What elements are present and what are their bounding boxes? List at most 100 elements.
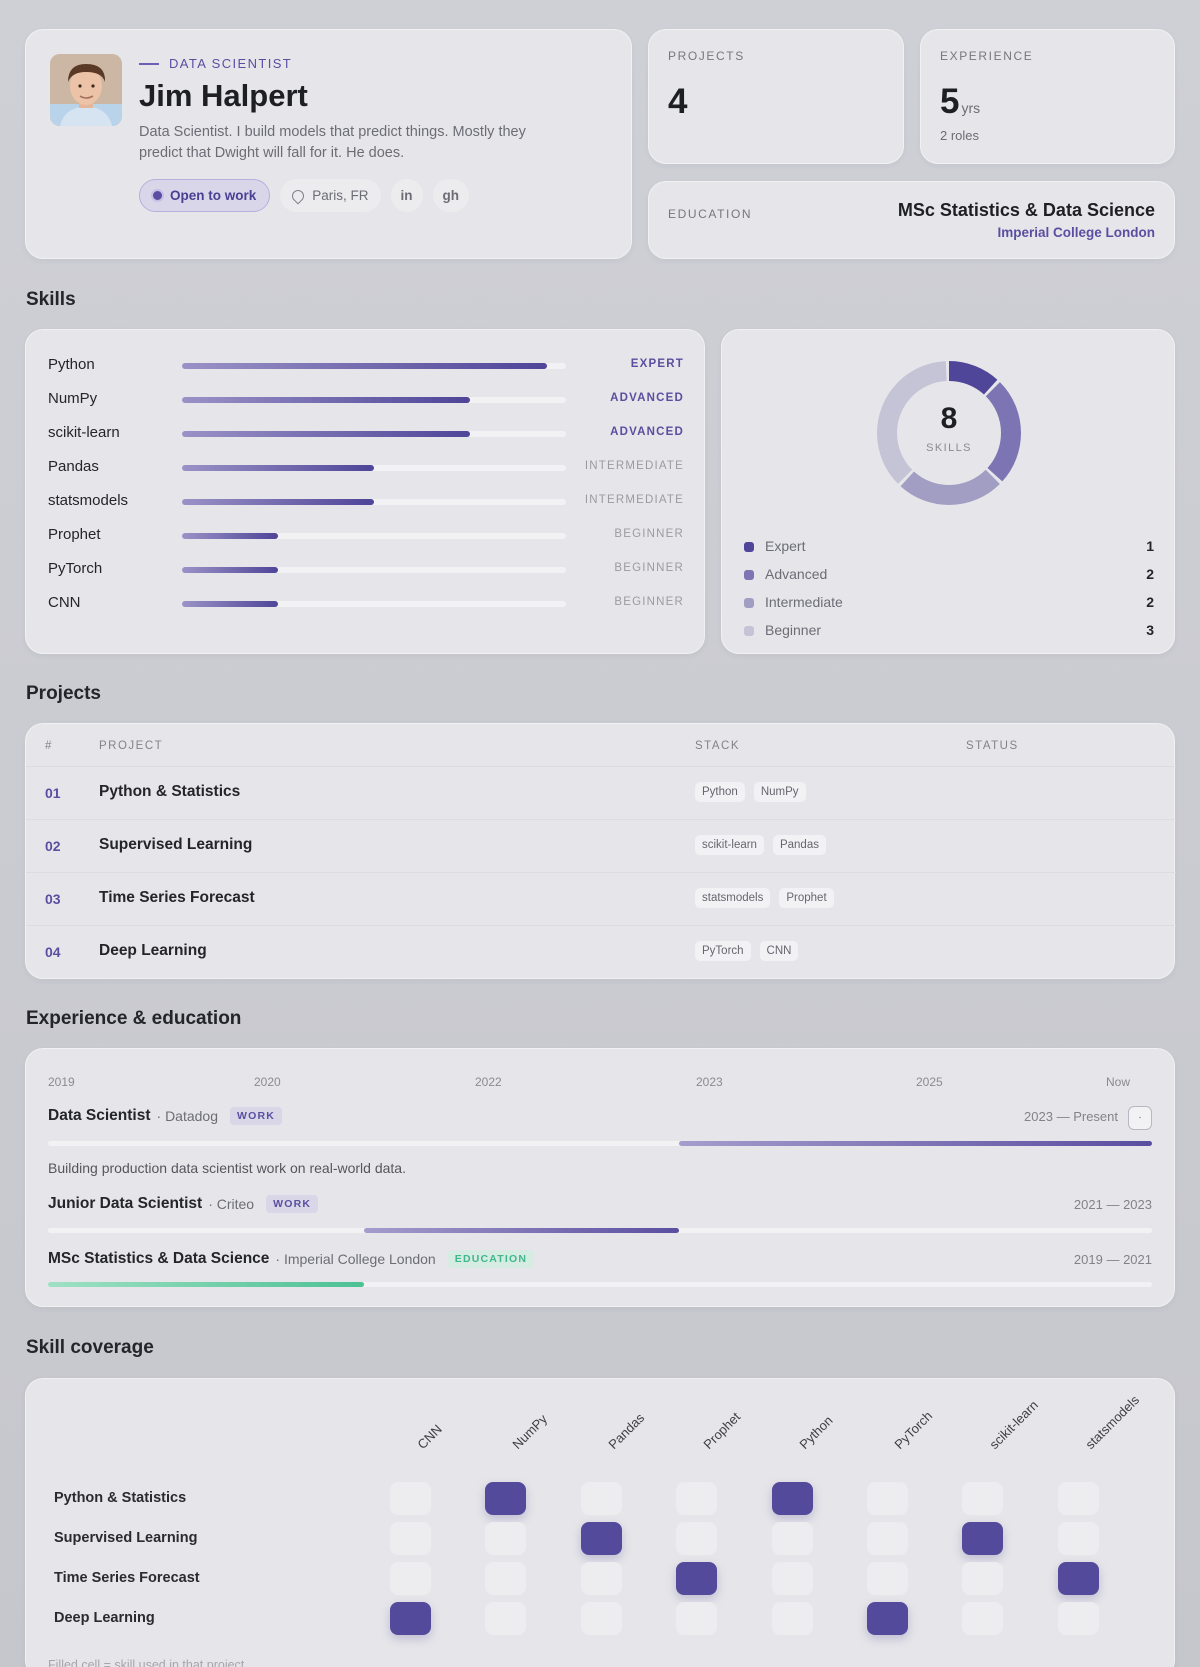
entry-organization: · Imperial College London (275, 1251, 436, 1267)
table-row[interactable]: 04 Deep Learning PyTorch CNN (26, 925, 1176, 978)
project-number: 02 (45, 838, 61, 854)
projects-stat-label: PROJECTS (668, 49, 745, 63)
skill-coverage-matrix: CNN NumPy Pandas Prophet Python PyTorch scikit… (25, 1378, 1175, 1667)
stack-tag: Prophet (779, 888, 834, 908)
coverage-note: Filled cell = skill used in that project (48, 1658, 245, 1667)
coverage-column-label: Python (795, 1412, 836, 1452)
project-stack: scikit-learn Pandas (695, 835, 826, 855)
entry-organization: · Datadog (156, 1108, 218, 1124)
skill-name: NumPy (48, 390, 98, 407)
legend-swatch (744, 598, 754, 608)
open-to-work-badge[interactable]: Open to work (139, 179, 271, 212)
legend-label: Intermediate (765, 594, 843, 610)
coverage-cell-empty (962, 1562, 1004, 1595)
coverage-row-label: Time Series Forecast (54, 1570, 200, 1586)
skill-name: CNN (48, 594, 81, 611)
skill-name: Python (48, 356, 95, 373)
role-dash (139, 62, 159, 65)
timeline-entry-header: Junior Data Scientist · Criteo WORK (48, 1195, 319, 1213)
github-link[interactable]: gh (432, 179, 470, 212)
entry-organization: · Criteo (208, 1196, 255, 1212)
coverage-column-label: CNN (414, 1421, 445, 1452)
profile-pills: Open to work Paris, FR in gh (139, 179, 470, 212)
entry-timeline-track (48, 1282, 1152, 1287)
legend-swatch (744, 542, 754, 552)
project-name[interactable]: Deep Learning (99, 942, 207, 959)
coverage-column-label: Pandas (605, 1410, 647, 1452)
coverage-cell-filled (390, 1602, 431, 1635)
coverage-cell-empty (676, 1522, 718, 1555)
stack-tag: CNN (759, 941, 799, 961)
timeline-year: 2025 (916, 1075, 943, 1089)
skill-level: BEGINNER (614, 596, 684, 608)
legend-count: 2 (1146, 594, 1154, 610)
legend-item: Beginner 3 (744, 622, 1154, 640)
project-number: 03 (45, 891, 61, 907)
skill-level: ADVANCED (610, 426, 684, 438)
table-row[interactable]: 02 Supervised Learning scikit-learn Pandas (26, 819, 1176, 872)
experience-heading: Experience & education (26, 1008, 242, 1029)
table-row[interactable]: 01 Python & Statistics Python NumPy (26, 766, 1176, 819)
skill-bar-track (182, 533, 566, 539)
donut-slice-beginner (877, 361, 1021, 505)
skill-name: statsmodels (48, 492, 129, 509)
expand-toggle-button[interactable]: · (1128, 1106, 1152, 1130)
col-header-number: # (45, 740, 53, 752)
project-name[interactable]: Supervised Learning (99, 836, 253, 853)
avatar-portrait (50, 54, 122, 126)
location-label: Paris, FR (312, 188, 369, 203)
experience-years: 5 (940, 82, 960, 121)
project-name[interactable]: Python & Statistics (99, 783, 241, 800)
profile-name: Jim Halpert (139, 78, 308, 113)
entry-date-range: 2019 — 2021 (1073, 1252, 1152, 1267)
coverage-column-label: Prophet (700, 1409, 744, 1452)
skill-row: Python EXPERT (48, 356, 684, 376)
coverage-cell-empty (390, 1562, 431, 1595)
skill-level: INTERMEDIATE (584, 460, 684, 472)
status-label: Open to work (170, 188, 257, 203)
skill-row: Pandas INTERMEDIATE (48, 458, 684, 478)
skill-bar-fill (182, 431, 470, 437)
timeline-entry-header: MSc Statistics & Data Science · Imperial … (48, 1250, 535, 1268)
skill-bar-fill (182, 363, 547, 369)
table-row[interactable]: 03 Time Series Forecast statsmodels Prophet (26, 872, 1176, 925)
project-name[interactable]: Time Series Forecast (99, 889, 255, 906)
coverage-cell-empty (771, 1562, 813, 1595)
legend-label: Expert (765, 538, 806, 554)
col-header-project: PROJECT (99, 740, 164, 752)
donut-slice-expert (877, 361, 1021, 505)
project-number: 04 (45, 944, 61, 960)
skill-level: BEGINNER (614, 562, 684, 574)
entry-timeline-track (48, 1228, 1152, 1233)
coverage-heading: Skill coverage (26, 1337, 154, 1358)
coverage-cell-empty (867, 1562, 908, 1595)
coverage-cell-filled (676, 1562, 718, 1595)
skill-bar-track (182, 601, 566, 607)
projects-table: # PROJECT STACK STATUS 01 Python & Statis… (25, 723, 1176, 979)
entry-description: Building production data scientist work … (48, 1160, 406, 1176)
skill-name: Prophet (48, 526, 101, 543)
donut-total-label: SKILLS (926, 442, 972, 454)
entry-date-range: 2023 — Present (1024, 1109, 1118, 1124)
col-header-stack: STACK (695, 740, 740, 752)
skill-bar-fill (182, 601, 278, 607)
coverage-cell-empty (676, 1602, 718, 1635)
experience-stat-label: EXPERIENCE (940, 49, 1034, 63)
entry-timeline-track (48, 1141, 1152, 1146)
legend-label: Advanced (765, 566, 828, 582)
entry-title: Junior Data Scientist (48, 1195, 203, 1212)
coverage-cell-empty (1057, 1482, 1099, 1515)
legend-swatch (744, 626, 754, 636)
profile-card: DATA SCIENTIST Jim Halpert Data Scientis… (25, 29, 632, 259)
coverage-cell-filled (867, 1602, 908, 1635)
coverage-cell-empty (1057, 1522, 1099, 1555)
education-school: Imperial College London (997, 225, 1155, 240)
skill-level: EXPERT (630, 358, 684, 370)
coverage-column-label: statsmodels (1082, 1392, 1142, 1452)
coverage-cell-empty (771, 1602, 813, 1635)
stack-tag: scikit-learn (695, 835, 764, 855)
legend-item: Expert 1 (744, 538, 1154, 556)
skill-name: scikit-learn (48, 424, 120, 441)
linkedin-link[interactable]: in (390, 179, 423, 212)
coverage-column-label: PyTorch (891, 1408, 936, 1452)
